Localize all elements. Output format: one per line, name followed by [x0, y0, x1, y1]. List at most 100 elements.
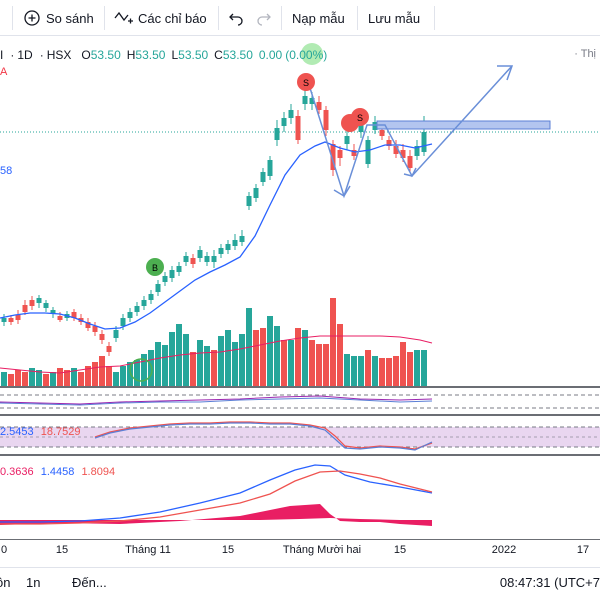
signal-line	[0, 470, 433, 525]
volume-bar	[169, 332, 175, 386]
candle-body	[155, 284, 161, 292]
candle-body	[358, 122, 364, 132]
candle-body	[351, 150, 357, 156]
volume-bar	[15, 370, 21, 386]
candle-body	[113, 330, 119, 338]
range-button[interactable]: 1n	[26, 575, 41, 590]
volume-bar	[120, 366, 126, 386]
high-label: H	[126, 48, 136, 62]
resistance-zone[interactable]	[376, 120, 551, 130]
undo-button[interactable]	[228, 6, 244, 30]
volume-bar	[379, 358, 385, 386]
volume-bar	[1, 372, 7, 386]
candle-body	[309, 98, 315, 104]
trend-arrows[interactable]	[309, 65, 514, 199]
range-button[interactable]: ôn	[0, 575, 11, 590]
rsi-values: 2.5453 18.7529	[0, 426, 80, 438]
volume-bar	[197, 340, 203, 386]
rsi-value-2: 18.7529	[40, 426, 81, 438]
candle-body	[8, 318, 14, 322]
volume-bar	[92, 362, 98, 386]
time-tick: 17	[576, 544, 590, 556]
candle-body	[260, 172, 266, 182]
clock-timezone[interactable]: 08:47:31 (UTC+7	[499, 575, 600, 590]
volume-bar	[162, 345, 168, 386]
load-template-button[interactable]: Nạp mẫu	[292, 6, 345, 30]
volume-bar	[302, 330, 308, 386]
oscillator-pane[interactable]	[0, 394, 600, 409]
volume-bar	[113, 372, 119, 386]
volume-bar	[239, 334, 245, 386]
volume-bar	[64, 370, 70, 386]
volume-bar	[407, 352, 413, 386]
volume-bar	[8, 374, 14, 386]
volume-bar	[295, 328, 301, 386]
candle-body	[302, 96, 308, 104]
moving-average-line	[0, 141, 433, 330]
candle-body	[22, 305, 28, 312]
low-value: 53.50	[178, 48, 209, 62]
candle-body	[379, 130, 385, 136]
main-price-pane[interactable]: B S S	[0, 43, 600, 386]
volume-bar	[253, 330, 259, 386]
candle-body	[407, 156, 413, 168]
candle-body	[316, 102, 322, 110]
macd-pane[interactable]	[0, 464, 433, 526]
volume-bar	[316, 344, 322, 386]
redo-button[interactable]	[256, 6, 272, 30]
sell-signal-marker[interactable]: S	[297, 73, 315, 91]
ma-value: 58	[0, 165, 13, 177]
volume-bar	[393, 356, 399, 386]
symbol-name[interactable]: I	[0, 48, 4, 62]
candle-body	[106, 346, 112, 352]
candle-body	[71, 312, 77, 318]
candle-body	[57, 316, 63, 320]
buy-signal-text: B	[152, 263, 158, 273]
save-template-button[interactable]: Lưu mẫu	[368, 6, 420, 30]
volume-bar	[141, 354, 147, 386]
interval-label[interactable]: 1D	[17, 48, 33, 62]
candle-body	[211, 256, 217, 262]
volume-bars	[1, 298, 427, 386]
redo-icon	[256, 10, 272, 26]
toolbar-divider	[12, 6, 13, 30]
candle-body	[295, 116, 301, 140]
macd-values: 0.3636 1.4458 1.8094	[0, 466, 115, 478]
macd-value-3: 1.8094	[81, 466, 116, 478]
rsi-value-1: 2.5453	[0, 426, 34, 438]
open-value: 53.50	[90, 48, 121, 62]
time-tick: 2022	[491, 544, 517, 556]
candle-body	[239, 236, 245, 242]
volume-bar	[309, 340, 315, 386]
volume-bar	[211, 350, 217, 386]
goto-date-button[interactable]: Đến...	[72, 575, 107, 590]
volume-bar	[351, 356, 357, 386]
candle-body	[288, 110, 294, 118]
volume-bar	[288, 340, 294, 386]
volume-bar	[155, 342, 161, 386]
indicators-button[interactable]: Các chỉ báo	[114, 6, 207, 30]
volume-bar	[57, 368, 63, 386]
compare-button[interactable]: So sánh	[24, 6, 94, 30]
symbol-legend[interactable]: I · 1D · HSX O 53.50 H 53.50 L 53.50 C 5…	[0, 46, 333, 64]
toolbar-divider	[104, 6, 105, 30]
candle-body	[281, 118, 287, 126]
volume-bar	[85, 366, 91, 386]
volume-bar	[232, 342, 238, 386]
volume-bar	[267, 316, 273, 386]
chart-canvas[interactable]: B S S	[0, 36, 600, 540]
candle-body	[190, 258, 196, 264]
close-value: 53.50	[222, 48, 253, 62]
candle-body	[15, 315, 21, 320]
sell-signal-marker[interactable]: S	[351, 108, 369, 126]
volume-bar	[260, 328, 266, 386]
top-toolbar: So sánh Các chỉ báo Nạp mẫu Lưu mẫu	[0, 0, 600, 36]
volume-bar	[414, 350, 420, 386]
candle-body	[414, 146, 420, 156]
buy-signal-marker[interactable]: B	[146, 258, 164, 276]
candle-body	[344, 136, 350, 144]
candle-body	[50, 310, 56, 314]
time-axis[interactable]: 0 15 Tháng 11 15 Tháng Mười hai 15 2022 …	[0, 540, 600, 560]
high-value: 53.50	[135, 48, 166, 62]
rsi-pane[interactable]	[0, 421, 600, 451]
